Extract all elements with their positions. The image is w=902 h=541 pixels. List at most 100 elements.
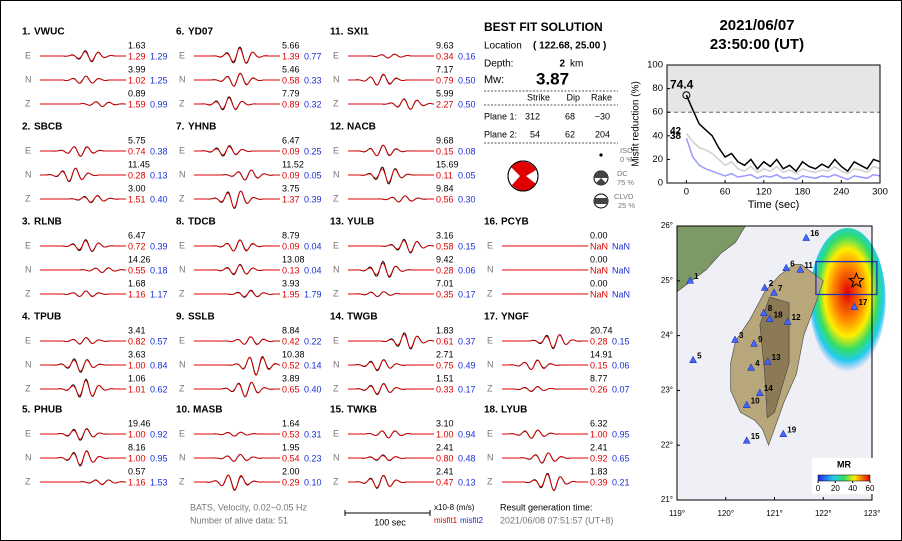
misfit1: 0.39 [590, 477, 608, 487]
station-index: 15. [330, 405, 344, 416]
dc-icon [593, 170, 609, 186]
component-label: E [179, 240, 185, 250]
misfit2: NaN [612, 265, 630, 275]
colorbar-label: 20 [831, 484, 840, 493]
component-label: E [487, 240, 493, 250]
component-label: E [333, 428, 339, 438]
synthetic-trace [348, 359, 434, 371]
misfit1: 1.02 [128, 75, 146, 85]
misfit2: 1.79 [304, 289, 322, 299]
station-name: YHNB [188, 122, 216, 133]
station-label: 1 [694, 272, 699, 281]
component-label: E [487, 428, 493, 438]
synthetic-trace [502, 429, 588, 439]
station-index: 7. [176, 122, 185, 133]
synthetic-trace [348, 475, 434, 489]
amplitude: 0.00 [590, 278, 608, 288]
station-marker [779, 429, 788, 437]
misfit2: 0.65 [612, 453, 630, 463]
misfit1: 0.09 [282, 170, 300, 180]
misfit2: 0.84 [150, 360, 168, 370]
station-marker [742, 400, 751, 408]
station-name: TWKB [347, 405, 377, 416]
component-label: N [25, 452, 32, 462]
misfit1: 1.00 [436, 429, 454, 439]
component-label: Z [179, 288, 185, 298]
component-label: N [179, 452, 186, 462]
amplitude: 3.63 [128, 349, 146, 359]
y-tick-label: 0 [658, 178, 663, 189]
station-index: 14. [330, 312, 344, 323]
dc-label: DC [617, 169, 628, 178]
amplitude: 3.93 [282, 278, 300, 288]
solution-title: BEST FIT SOLUTION [484, 20, 603, 34]
station-index: 11. [330, 27, 344, 38]
dip: 62 [565, 129, 575, 139]
misfit2: NaN [612, 241, 630, 251]
series-line [685, 94, 881, 173]
dip: 68 [565, 111, 575, 121]
misfit1: 2.27 [436, 99, 454, 109]
station-marker [760, 283, 769, 291]
synthetic-trace [194, 47, 280, 64]
misfit1: NaN [590, 265, 608, 275]
station-marker [686, 276, 695, 284]
location: ( 122.68, 25.00 ) [533, 41, 606, 52]
amplitude: 6.32 [590, 418, 608, 428]
misfit2: 0.13 [150, 170, 168, 180]
synthetic-trace [40, 75, 126, 84]
component-label: Z [333, 98, 339, 108]
station-name: LYUB [501, 405, 527, 416]
misfit1: 1.59 [128, 99, 146, 109]
amplitude: 2.41 [436, 466, 454, 476]
station-name: SSLB [188, 312, 215, 323]
misfit1: 1.16 [128, 289, 146, 299]
misfit1: 0.35 [436, 289, 454, 299]
y-tick-label: 40 [652, 130, 663, 141]
misfit1: 0.09 [282, 146, 300, 156]
synthetic-trace [40, 240, 126, 252]
station-name: MASB [193, 405, 222, 416]
amplitude: 1.51 [436, 373, 454, 383]
misfit1: 0.92 [590, 453, 608, 463]
misfit2: 0.16 [458, 51, 476, 61]
iso-label: ISO [620, 146, 633, 155]
misfit1: 0.79 [436, 75, 454, 85]
misfit1: 0.42 [282, 336, 300, 346]
x-tick-label: 180 [795, 187, 811, 198]
misfit1: 0.26 [590, 384, 608, 394]
component-label: N [333, 359, 340, 369]
misfit1: 0.89 [282, 99, 300, 109]
station-marker [689, 355, 698, 364]
component-label: Z [25, 476, 31, 486]
event-date: 2021/06/07 [719, 17, 794, 34]
station-index: 16. [484, 217, 498, 228]
component-label: E [25, 240, 31, 250]
misfit1: 0.55 [128, 265, 146, 275]
misfit2: NaN [612, 289, 630, 299]
synthetic-trace [348, 455, 434, 461]
misfit1: 0.58 [282, 75, 300, 85]
misfit1: 1.39 [282, 51, 300, 61]
station-name: NACB [347, 122, 376, 133]
event-time: 23:50:00 (UT) [710, 36, 804, 53]
lat-tick-label: 23° [661, 386, 673, 395]
amplitude: 8.77 [590, 373, 608, 383]
misfit1: 0.11 [436, 170, 453, 180]
station-marker [747, 363, 756, 371]
station-label: 13 [772, 353, 781, 362]
dc-value: 75 % [617, 178, 634, 187]
station-name: TDCB [188, 217, 216, 228]
misfit1: 0.65 [282, 384, 300, 394]
misfit2: 0.21 [612, 477, 630, 487]
amplitude: 1.64 [282, 418, 300, 428]
misfit2: 0.39 [150, 241, 168, 251]
misfit1: 0.82 [128, 336, 146, 346]
component-label: N [333, 452, 340, 462]
series-line [685, 132, 881, 175]
component-label: Z [333, 193, 339, 203]
misfit1: 0.28 [128, 170, 146, 180]
misfit2: 0.06 [458, 265, 476, 275]
component-label: N [487, 264, 494, 274]
component-label: N [179, 264, 186, 274]
